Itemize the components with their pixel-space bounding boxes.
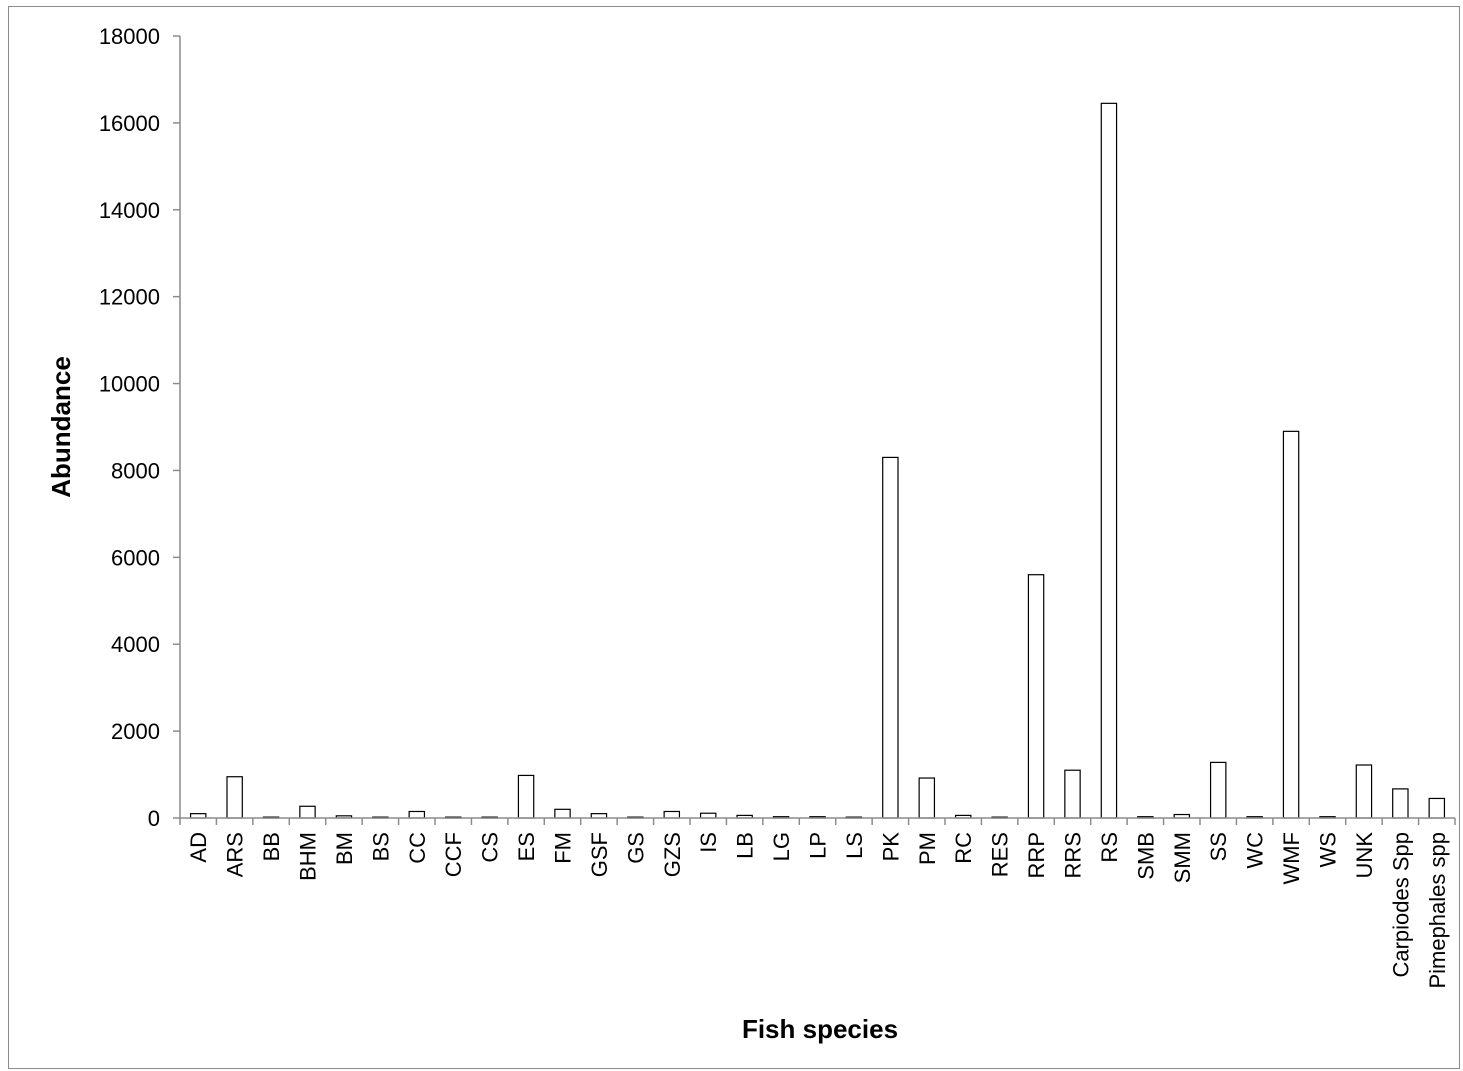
x-tick-label: PM bbox=[915, 832, 940, 865]
bar-es bbox=[517, 774, 535, 819]
y-tick-label: 2000 bbox=[111, 719, 160, 744]
x-tick-label: ARS bbox=[223, 832, 248, 877]
x-tick-label: RRP bbox=[1024, 832, 1049, 878]
x-tick-label: GS bbox=[623, 832, 648, 864]
bar-fm bbox=[554, 808, 571, 819]
bar-pm bbox=[918, 777, 936, 819]
x-tick-label: UNK bbox=[1352, 832, 1377, 879]
bar-pimephales-spp bbox=[1428, 797, 1446, 819]
bar-bhm bbox=[299, 805, 316, 819]
y-tick-label: 16000 bbox=[99, 111, 160, 136]
x-tick-label: Carpiodes Spp bbox=[1388, 832, 1413, 978]
bar-cc bbox=[408, 810, 426, 819]
x-tick-label: LP bbox=[806, 832, 831, 859]
x-tick-label: CC bbox=[405, 832, 430, 864]
x-tick-label: GSF bbox=[587, 832, 612, 877]
x-tick-label: CCF bbox=[441, 832, 466, 877]
x-tick-label: GZS bbox=[660, 832, 685, 877]
x-tick-label: BB bbox=[259, 832, 284, 861]
y-tick-label: 18000 bbox=[99, 24, 160, 49]
bar-pk bbox=[882, 456, 899, 819]
x-tick-label: BS bbox=[368, 832, 393, 861]
x-tick-label: RS bbox=[1097, 832, 1122, 863]
x-tick-label: BM bbox=[332, 832, 357, 865]
bars bbox=[189, 102, 1446, 819]
x-tick-label: BHM bbox=[296, 832, 321, 881]
chart-frame bbox=[8, 6, 1460, 1069]
x-axis-ticks: AD ARS BB BHM BM BS CC CCF CS ES FM GSF GS GZS IS LB LG L… bbox=[179, 818, 1456, 989]
bar-ss bbox=[1209, 761, 1227, 819]
x-tick-label: RRS bbox=[1061, 832, 1086, 878]
x-tick-label: PK bbox=[878, 832, 903, 862]
bar-rs bbox=[1100, 102, 1118, 819]
bar-wmf bbox=[1282, 430, 1300, 819]
x-tick-label: IS bbox=[696, 832, 721, 853]
bar-unk bbox=[1355, 764, 1373, 819]
bar-carpiodes-spp bbox=[1392, 788, 1409, 819]
x-tick-label: RES bbox=[988, 832, 1013, 877]
x-tick-label: Pimephales spp bbox=[1425, 832, 1450, 989]
y-tick-label: 8000 bbox=[111, 458, 160, 483]
x-tick-label: WMF bbox=[1279, 832, 1304, 885]
x-tick-label: ES bbox=[514, 832, 539, 861]
x-tick-label: SMB bbox=[1133, 832, 1158, 880]
y-axis-ticks: 0 2000 4000 6000 8000 10000 12000 14000 16000 180… bbox=[99, 24, 180, 831]
y-axis-title: Abundance bbox=[46, 356, 76, 498]
x-tick-label: AD bbox=[186, 832, 211, 863]
y-tick-label: 6000 bbox=[111, 545, 160, 570]
x-tick-label: SMM bbox=[1170, 832, 1195, 883]
y-tick-label: 14000 bbox=[99, 198, 160, 223]
x-tick-label: FM bbox=[551, 832, 576, 864]
y-tick-label: 10000 bbox=[99, 372, 160, 397]
x-tick-label: WS bbox=[1316, 832, 1341, 867]
x-tick-label: RC bbox=[951, 832, 976, 864]
bar-gzs bbox=[663, 810, 681, 819]
bar-ars bbox=[226, 776, 243, 819]
x-tick-label: WC bbox=[1243, 832, 1268, 869]
x-axis-title: Fish species bbox=[742, 1014, 898, 1044]
y-tick-label: 12000 bbox=[99, 285, 160, 310]
y-tick-label: 0 bbox=[148, 806, 160, 831]
bar-rrs bbox=[1064, 769, 1081, 819]
x-tick-label: LS bbox=[842, 832, 867, 859]
x-tick-label: CS bbox=[478, 832, 503, 863]
bar-rrp bbox=[1027, 574, 1045, 819]
x-tick-label: SS bbox=[1206, 832, 1231, 861]
x-tick-label: LG bbox=[769, 832, 794, 861]
x-tick-label: LB bbox=[733, 832, 758, 859]
y-tick-label: 4000 bbox=[111, 632, 160, 657]
